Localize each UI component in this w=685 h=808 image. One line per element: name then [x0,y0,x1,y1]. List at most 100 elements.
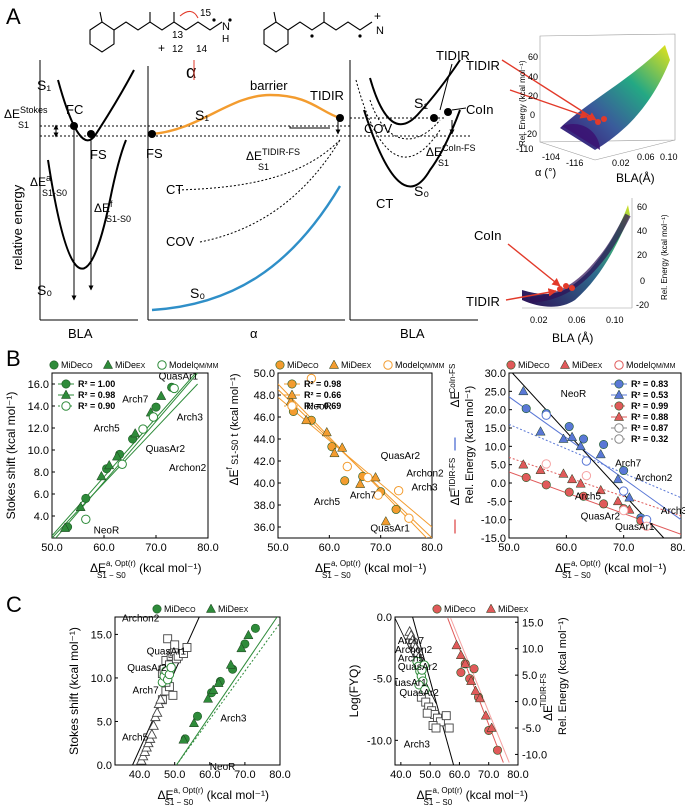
p3t-z2: 20 [528,91,538,101]
legend-sub: CO [465,607,476,614]
a-left-fs: FS [90,147,107,162]
svg-text:ΔEf: ΔEf [94,199,113,215]
data-points [404,625,502,755]
point-open-circle [306,373,317,384]
r2-marker [287,401,297,411]
x-label-sub: S1 − S0 [165,798,194,807]
legend-marker [383,360,393,370]
fit-line [509,471,681,535]
y-axis-label: ΔEf S1-S0 t (kcal mol⁻¹) [225,373,241,485]
point-label: NeoR [94,526,120,537]
legend-name: MiDe [444,604,465,614]
legend-marker [157,360,167,370]
point-circle [564,487,574,497]
legend-marker [152,604,162,614]
x-axis-label: ΔEa, Opt(r) (kcal mol⁻¹) [315,559,426,575]
x-label-main: ΔE [555,561,571,575]
x-label-main: ΔE [315,561,331,575]
x-tick-label: 40.0 [129,769,150,781]
point-circle [456,667,466,677]
point-open-triangle [155,693,166,704]
x-label-sup: a, Opt(r) [106,559,136,568]
point-triangle [301,414,312,425]
a-stokes-sup: Stokes [20,105,48,115]
point-label: Arch7 [133,686,160,697]
point-triangle [321,426,332,437]
plot-frame [114,616,281,766]
point-label: QuasAr1 [370,523,410,534]
point-triangle [567,473,578,484]
point-circle [619,466,629,476]
a-fl-sub: S1-S0 [106,214,131,224]
point-open-circle [363,472,373,483]
point-label: Arch7 [398,636,425,647]
r2-marker [613,411,625,421]
struct-n14: 14 [196,44,208,55]
point-label: Arch7 [350,490,377,501]
point-triangle [236,642,247,653]
y-tick-label: 0.0 [377,612,392,624]
legend-label: MiDeCO [444,604,476,614]
retinal-structure-right [263,11,373,53]
point-circle [564,422,574,432]
point-label: Arch3 [411,483,438,494]
x-label-main: ΔE [417,788,433,802]
point-open-square [170,640,180,650]
point-label: NeoR [210,762,236,773]
point-open-square [444,723,454,733]
point-triangle [225,659,236,669]
legend-label: MiDeCO [61,360,93,370]
a-abs-main: ΔE [30,175,46,189]
legend-label: MiDeEX [218,604,249,614]
a-mid-fs: FS [146,146,163,161]
struct-n: N [222,21,230,33]
p3t-a2: -116 [566,158,583,168]
a-right-ct: CT [376,196,393,211]
a-left-fc: FC [66,102,83,117]
y-axis-label: Stokes shift (kcal mol⁻¹) [67,627,81,755]
y-tick-label: 10.0 [91,673,112,685]
legend-name: Model [626,360,651,370]
x-tick-label: 80.0 [670,542,685,554]
y-tick-label: 30.0 [485,368,506,380]
x-tick-label: 50.0 [498,542,519,554]
x-label-sub: S1 − S0 [562,571,591,580]
point-label: Arch3 [661,506,685,517]
x-tick-label: 80.0 [269,769,290,781]
fit-line [176,622,280,765]
point-triangle [455,649,466,659]
point-circle [599,439,609,449]
p3t-z1: 40 [528,72,538,82]
y-tick-label-right: 0.0 [522,697,537,709]
legend-label: MiDeEX [498,604,529,614]
y-tick-label: 46.0 [254,412,275,424]
plot-frame [277,372,433,539]
x-label-sup: a, Opt(r) [331,559,361,568]
y-tick-label: 8.0 [34,467,49,479]
x-label-sup: a, Opt(r) [433,786,463,795]
point-triangle [75,501,86,511]
legend-name: MiDe [287,360,308,370]
data-points [59,382,179,532]
y-right-label-sup: TIDIR-FS [539,673,548,707]
legend-marker [432,604,442,614]
point-circle [193,711,203,721]
x-tick-label: 70.0 [478,769,499,781]
x-tick-label: 50.0 [164,769,185,781]
panel-label-a: A [6,4,21,29]
x-tick-label: 80.0 [197,542,218,554]
x-tick-label: 60.0 [199,769,220,781]
r2-text: R² = 0.66 [304,390,341,400]
y-tick-label: 10.0 [28,445,49,457]
p3t-b0: 0.02 [612,158,630,168]
legend-marker [205,603,217,613]
legend-sub: CO [185,607,196,614]
y-label-extra: t (kcal mol⁻¹) [229,373,241,439]
svg-text:ΔECoIn-FS: ΔECoIn-FS [426,143,476,159]
legend-name: MiDe [61,360,82,370]
y-tick-label: 42.0 [254,456,275,468]
x-label-unit: (kcal mol⁻¹) [203,788,269,802]
p3t-z4: -20 [524,129,537,139]
a-left-s0: S₀ [37,282,52,298]
r2-marker [60,389,72,399]
